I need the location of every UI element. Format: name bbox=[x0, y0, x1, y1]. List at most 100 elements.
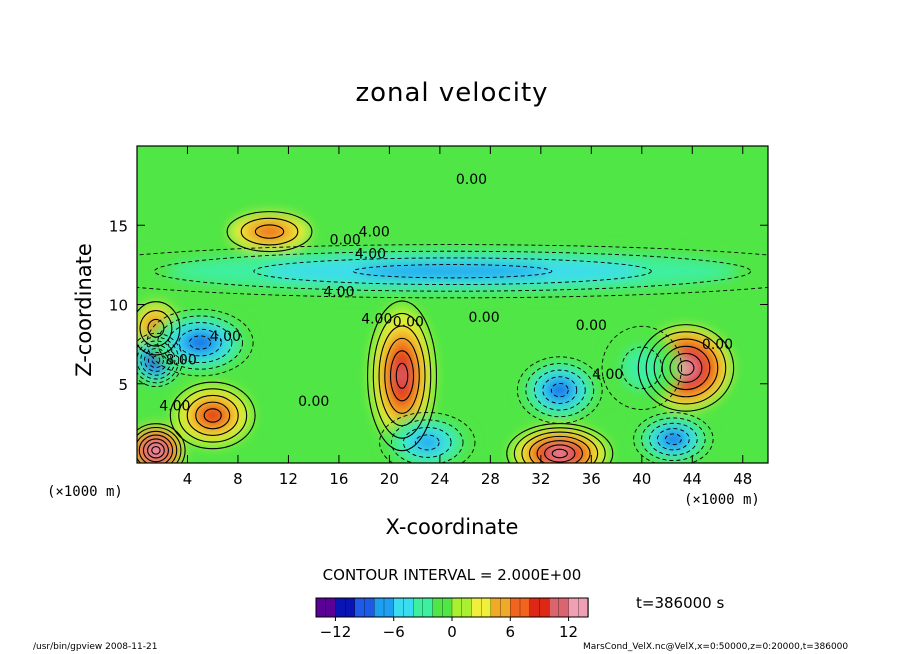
contour-ring bbox=[147, 351, 164, 369]
contour-label: 0.00 bbox=[702, 337, 733, 353]
colorbar-swatch bbox=[432, 597, 443, 618]
field-level bbox=[396, 363, 408, 388]
x-tick-label: 12 bbox=[279, 470, 298, 488]
colorbar-swatch bbox=[451, 597, 463, 618]
contour-ring bbox=[253, 257, 652, 285]
chart-title: zonal velocity bbox=[355, 78, 549, 108]
x-unit-label-left: (×1000 m) bbox=[47, 484, 123, 500]
colorbar-swatch bbox=[422, 597, 434, 618]
contour-interval-label: CONTOUR INTERVAL = 2.000E+00 bbox=[322, 566, 582, 584]
contour-label: 4.00 bbox=[323, 285, 354, 301]
contour-ring bbox=[167, 322, 233, 363]
contour-ring bbox=[186, 394, 239, 436]
contour-ring bbox=[147, 442, 165, 459]
velocity-field bbox=[137, 212, 768, 463]
y-axis-title: Z-coordinate bbox=[72, 243, 96, 377]
colorbar-swatch bbox=[490, 597, 502, 618]
contour-ring bbox=[395, 362, 409, 389]
contour-ring bbox=[550, 382, 569, 398]
contour-ring bbox=[516, 356, 603, 424]
contour-label: 0.00 bbox=[330, 232, 361, 248]
x-tick-label: 28 bbox=[481, 470, 500, 488]
contour-ring bbox=[138, 434, 174, 463]
contour-label: 4.00 bbox=[355, 247, 386, 263]
contour-ring bbox=[137, 336, 180, 384]
field-level bbox=[678, 361, 694, 375]
contour-ring bbox=[137, 340, 176, 380]
field-level bbox=[357, 264, 548, 278]
contour-label: 4.00 bbox=[210, 329, 241, 345]
colorbar-tick-label: 0 bbox=[447, 623, 457, 641]
contour-ring bbox=[144, 348, 168, 372]
field-level bbox=[622, 348, 661, 388]
colorbar-swatch bbox=[442, 597, 453, 618]
x-tick-label: 32 bbox=[531, 470, 550, 488]
x-tick-label: 24 bbox=[430, 470, 449, 488]
x-axis-title: X-coordinate bbox=[385, 515, 519, 539]
contour-ring bbox=[169, 381, 256, 450]
contour-ring bbox=[645, 331, 727, 405]
y-axis-ticks: 5 10 15 bbox=[109, 217, 768, 394]
field-level bbox=[151, 446, 160, 454]
field-feature-negative bbox=[635, 413, 712, 463]
colorbar-swatch bbox=[344, 597, 356, 618]
footer-left-text: /usr/bin/gpview 2008-11-21 bbox=[33, 642, 158, 652]
field-feature-negative bbox=[519, 358, 601, 422]
contour-ring bbox=[372, 312, 432, 439]
contour-ring bbox=[146, 308, 254, 377]
field-feature-negative bbox=[381, 413, 473, 463]
contour-label: 0.00 bbox=[576, 318, 607, 334]
colorbar-swatch bbox=[471, 597, 482, 618]
contour-label: 8.00 bbox=[166, 353, 197, 369]
contour-ring bbox=[140, 344, 172, 376]
colorbar-swatch bbox=[500, 597, 511, 618]
contour-label: 0.00 bbox=[468, 310, 499, 326]
colorbar-swatch bbox=[510, 597, 521, 618]
x-tick-label: 8 bbox=[233, 470, 243, 488]
contour-label: 4.00 bbox=[592, 367, 623, 383]
contour-ring bbox=[137, 301, 181, 356]
contour-ring bbox=[601, 325, 683, 410]
contour-label: 0.00 bbox=[298, 394, 329, 410]
contour-ring bbox=[656, 428, 690, 451]
colorbar-swatch bbox=[383, 597, 395, 618]
colorbar-swatch bbox=[354, 597, 366, 618]
colorbar-swatch bbox=[548, 597, 560, 618]
contour-ring bbox=[203, 408, 222, 423]
time-label: t=386000 s bbox=[636, 594, 725, 612]
contour-ring bbox=[391, 419, 464, 463]
contour-ring bbox=[189, 335, 212, 350]
contour-ring bbox=[669, 352, 703, 383]
field-level bbox=[551, 383, 568, 397]
colorbar: −12 −6 0 6 12 bbox=[315, 597, 589, 641]
contour-ring bbox=[389, 350, 415, 402]
contour-ring bbox=[536, 440, 584, 463]
field-feature-negative bbox=[603, 328, 680, 408]
contour-ring bbox=[664, 433, 682, 446]
contour-ring bbox=[402, 426, 452, 458]
x-tick-label: 40 bbox=[632, 470, 651, 488]
contour-ring bbox=[544, 444, 576, 463]
colorbar-swatch bbox=[558, 597, 570, 618]
contour-ring bbox=[195, 401, 231, 430]
contour-ring bbox=[151, 355, 161, 365]
contour-ring bbox=[525, 363, 595, 418]
field-feature-positive bbox=[172, 383, 254, 448]
contour-ring bbox=[513, 427, 606, 463]
contour-ring bbox=[254, 224, 285, 239]
contour-ring bbox=[153, 250, 752, 292]
contour-ring bbox=[378, 325, 426, 427]
x-tick-label: 16 bbox=[329, 470, 348, 488]
contour-ring bbox=[653, 338, 719, 398]
contour-ring bbox=[521, 431, 599, 463]
field-level bbox=[415, 435, 439, 450]
contour-ring bbox=[157, 315, 243, 370]
x-axis-ticks: 4 8 12 16 20 24 28 32 36 40 44 48 bbox=[183, 146, 752, 488]
contour-ring bbox=[240, 217, 299, 246]
colorbar-swatch bbox=[393, 597, 405, 618]
x-tick-label: 36 bbox=[582, 470, 601, 488]
colorbar-swatch bbox=[403, 597, 414, 618]
colorbar-swatch bbox=[325, 597, 337, 618]
contour-ring bbox=[352, 264, 553, 279]
